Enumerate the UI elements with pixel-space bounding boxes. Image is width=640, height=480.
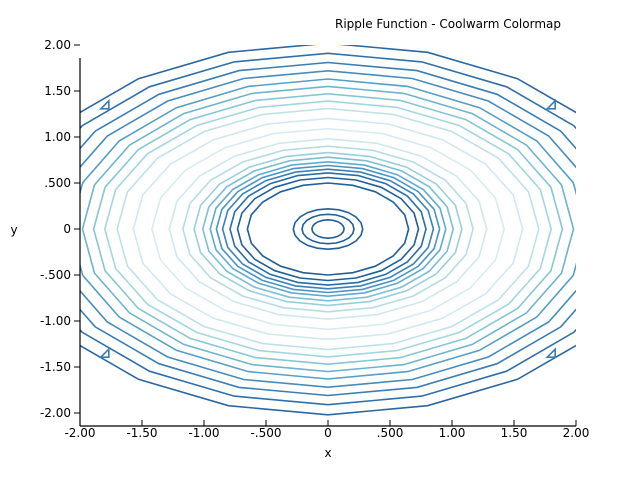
y-tick-label-8: -1.50 (40, 360, 71, 374)
contour-line-11 (193, 151, 463, 307)
contour-line-24 (80, 45, 576, 416)
x-tick-label-4: -.500 (250, 426, 281, 440)
contour-line-22 (80, 61, 576, 397)
y-tick-label-3: 1.00 (44, 130, 71, 144)
x-tick-label-1: -2.00 (64, 426, 95, 440)
y-tick-label-1: 2.00 (44, 38, 71, 52)
contour-line-5 (236, 176, 420, 282)
chart-title: Ripple Function - Coolwarm Colormap (335, 17, 561, 31)
contour-line-20 (80, 78, 576, 380)
corner-contour-4 (545, 347, 556, 358)
contour-line-16 (116, 107, 540, 351)
contour-line-13 (168, 137, 488, 321)
contour-line-18 (92, 92, 564, 366)
y-tick-label-7: -1.00 (40, 314, 71, 328)
contour-line-14 (151, 127, 505, 331)
contour-line-1 (311, 218, 345, 240)
contour-line-12 (182, 145, 474, 313)
x-ticks: -2.00 -1.50 -1.00 -.500 0 .500 1.00 1.50 2.00 (64, 420, 589, 440)
corner-contour-2 (545, 98, 556, 110)
contour-line-7 (221, 168, 435, 290)
contour-line-17 (103, 100, 553, 358)
y-tick-label-5: 0 (63, 222, 71, 236)
contour-line-6 (229, 172, 427, 286)
y-tick-label-6: -.500 (40, 268, 71, 282)
contour-line-15 (132, 117, 524, 341)
contour-line-2 (301, 213, 355, 245)
y-ticks: 2.00 1.50 1.00 .500 0 -.500 -1.00 -1.50 -2.00 (40, 38, 80, 420)
corner-contour-1 (98, 98, 110, 110)
x-tick-label-6: .500 (377, 426, 404, 440)
x-axis-label: x (324, 446, 331, 460)
contour-line-23 (80, 52, 576, 406)
contour-line-3 (292, 207, 364, 251)
y-tick-label-9: -2.00 (40, 406, 71, 420)
contour-line-19 (81, 85, 575, 373)
x-tick-label-8: 1.50 (501, 426, 528, 440)
x-tick-label-3: -1.00 (188, 426, 219, 440)
x-tick-label-7: 1.00 (439, 426, 466, 440)
y-tick-label-4: .500 (44, 176, 71, 190)
x-tick-label-5: 0 (324, 426, 332, 440)
x-tick-label-2: -1.50 (126, 426, 157, 440)
contour-line-4 (246, 182, 410, 276)
contour-line-8 (215, 164, 441, 294)
contour-lines (80, 45, 576, 416)
contour-line-10 (201, 156, 455, 302)
contour-line-9 (209, 160, 447, 298)
contour-line-21 (80, 69, 576, 389)
x-tick-label-9: 2.00 (563, 426, 590, 440)
y-axis-label: y (10, 223, 17, 237)
y-tick-label-2: 1.50 (44, 84, 71, 98)
corner-contour-3 (98, 347, 110, 358)
